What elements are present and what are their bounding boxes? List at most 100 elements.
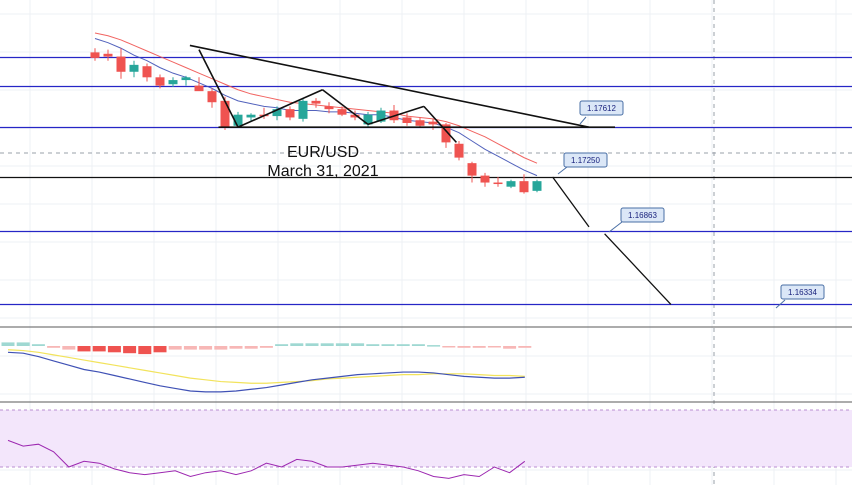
macd-histogram-bar	[259, 346, 273, 348]
candle	[337, 106, 347, 117]
candle	[467, 161, 477, 183]
macd-histogram-bar	[518, 346, 532, 348]
candle	[181, 75, 191, 86]
trendline-resistance	[189, 44, 590, 128]
candle-body	[480, 175, 490, 183]
macd-histogram-bar	[457, 346, 471, 348]
candle	[363, 111, 373, 128]
candle-body	[233, 114, 243, 126]
candle	[506, 179, 516, 189]
macd-histogram-bar	[92, 346, 106, 352]
macd-histogram-bar	[77, 346, 91, 352]
macd-pane	[0, 326, 852, 403]
macd-histogram-bar	[1, 342, 15, 346]
macd-histogram-bar	[427, 345, 441, 347]
candle	[207, 88, 217, 108]
price-tag-3-label: 1.16863	[628, 211, 657, 220]
candle-body	[519, 181, 529, 193]
candle-body	[181, 77, 191, 81]
candle	[532, 179, 542, 193]
candle-body	[402, 117, 412, 123]
macd-histogram-bar	[107, 346, 121, 353]
macd-histogram-bar	[503, 346, 517, 349]
candle-body	[298, 100, 308, 119]
candle	[402, 113, 412, 126]
chart-title: EUR/USD March 31, 2021	[267, 144, 378, 180]
candle	[103, 49, 113, 61]
price-tag-3[interactable]: 1.16863	[608, 207, 665, 233]
macd-histogram-bar	[366, 344, 380, 346]
candle	[168, 77, 178, 87]
candle	[454, 141, 464, 161]
candle-body	[103, 53, 113, 57]
candle	[142, 63, 152, 82]
candle	[428, 118, 438, 130]
projection-segment-2	[604, 233, 672, 305]
price-tag-1-label: 1.17612	[587, 104, 616, 113]
candle	[389, 105, 399, 123]
candle-body	[441, 124, 451, 143]
candle	[480, 172, 490, 187]
rsi-pane	[0, 409, 852, 479]
macd-histogram-bar	[183, 346, 197, 350]
candle-body	[90, 52, 100, 58]
candle-body	[116, 56, 126, 72]
candle	[285, 106, 295, 121]
ma-fast-line	[94, 38, 538, 177]
candle	[519, 174, 529, 194]
candle-body	[324, 106, 334, 110]
candle-body	[129, 64, 139, 72]
zigzag-segment	[198, 49, 239, 128]
price-tag-1[interactable]: 1.17612	[579, 100, 624, 125]
macd-histogram-bar	[62, 346, 76, 350]
title-line-1: EUR/USD	[287, 144, 359, 161]
price-tag-2[interactable]: 1.17250	[557, 152, 608, 175]
candle-body	[168, 80, 178, 85]
macd-histogram-bar	[199, 346, 213, 350]
macd-histogram-bar	[31, 344, 45, 346]
candle	[194, 77, 204, 92]
macd-histogram-bar	[335, 343, 349, 346]
candle-body	[246, 114, 256, 118]
candle-body	[532, 181, 542, 191]
candle-body	[207, 91, 217, 103]
price-tags: 1.17612 1.17250 1.16863 1.16334	[557, 100, 825, 309]
price-tag-4[interactable]: 1.16334	[775, 284, 825, 309]
candle-body	[272, 109, 282, 117]
candle	[246, 113, 256, 122]
candle-body	[506, 181, 516, 187]
macd-histogram-bar	[305, 343, 319, 346]
macd-histogram-bar	[168, 346, 182, 350]
rsi-line	[7, 439, 526, 479]
candle-body	[220, 100, 230, 128]
macd-histogram-bar	[229, 346, 243, 349]
macd-histogram-bar	[244, 346, 258, 349]
candle	[311, 98, 321, 108]
candle-body	[155, 77, 165, 86]
candle	[233, 111, 243, 128]
candles	[90, 48, 542, 194]
rsi-band	[0, 410, 852, 467]
macd-line	[7, 351, 525, 393]
candle	[298, 98, 308, 122]
candle-body	[285, 109, 295, 118]
zigzag-segment	[423, 105, 457, 143]
price-tag-2-label: 1.17250	[571, 156, 600, 165]
candle-body	[337, 109, 347, 115]
candle-body	[415, 120, 425, 126]
candle-body	[194, 85, 204, 92]
candle-body	[142, 66, 152, 78]
price-tag-4-label: 1.16334	[788, 288, 817, 297]
candle	[90, 48, 100, 61]
macd-histogram-bar	[381, 344, 395, 346]
candle	[129, 60, 139, 78]
macd-histogram-bar	[290, 343, 304, 346]
candle-body	[493, 182, 503, 185]
candle	[493, 177, 503, 187]
candle-body	[428, 121, 438, 125]
candle-body	[376, 110, 386, 122]
macd-histogram-bar	[442, 346, 456, 348]
macd-histogram-bar	[153, 346, 167, 353]
macd-histogram-bar	[351, 343, 365, 346]
